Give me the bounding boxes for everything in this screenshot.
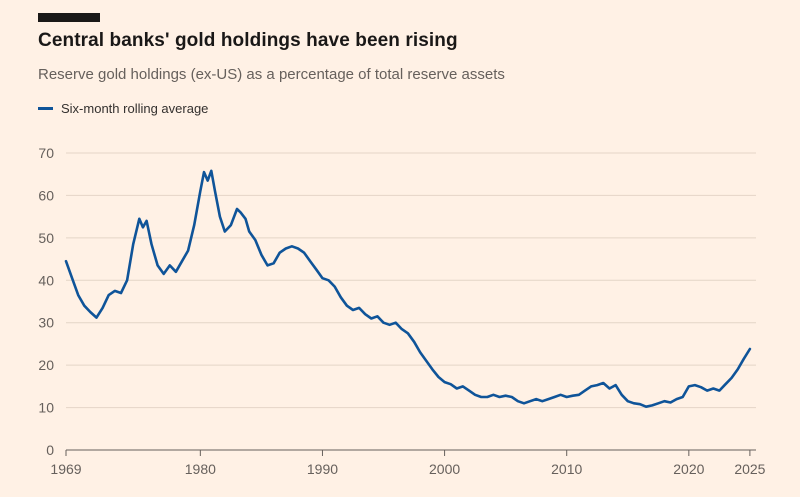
legend-label: Six-month rolling average [61,101,209,116]
x-tick-label: 1990 [307,461,338,477]
line-chart: 0 10 20 30 40 50 60 70 1969 1980 1990 2000 2010 2020 2… [38,145,765,477]
x-tick-label: 2000 [429,461,460,477]
chart-subtitle: Reserve gold holdings (ex-US) as a perce… [38,66,505,83]
x-tick-label: 1969 [50,461,81,477]
x-tick-label: 2010 [551,461,582,477]
y-tick-label: 30 [38,315,54,331]
series-line [64,169,752,409]
y-tick-label: 50 [38,230,54,246]
x-tick-label: 2025 [734,461,765,477]
y-tick-label: 0 [46,442,54,458]
y-tick-label: 60 [38,187,54,203]
y-tick-label: 70 [38,145,54,161]
legend: Six-month rolling average [38,101,208,116]
x-tick-label: 2020 [673,461,704,477]
y-tick-label: 20 [38,357,54,373]
y-tick-label: 10 [38,400,54,416]
y-tick-label: 40 [38,272,54,288]
chart-title: Central banks' gold holdings have been r… [38,30,458,51]
x-tick-label: 1980 [185,461,216,477]
top-rule-bar [38,13,100,22]
legend-line-marker [38,107,53,110]
